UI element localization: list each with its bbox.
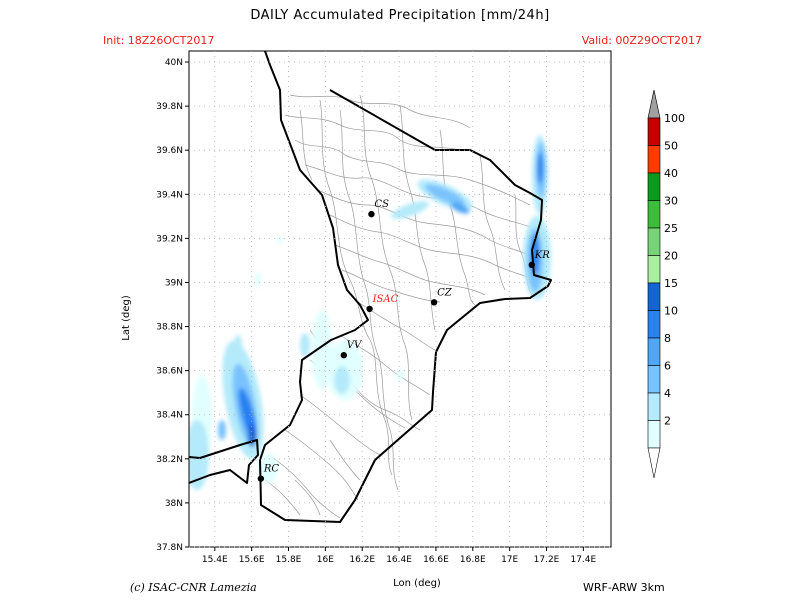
y-tick-label: 38.8N: [156, 323, 183, 333]
y-tick-label: 37.8N: [156, 543, 183, 553]
x-tick-label: 15.6E: [239, 555, 265, 565]
legend-swatch: [647, 172, 661, 201]
y-tick-label: 38.6N: [156, 367, 183, 377]
init-time-label: Init: 18Z26OCT2017: [103, 34, 215, 47]
y-tick-label: 39.2N: [156, 234, 183, 244]
legend-label: 15: [664, 277, 678, 290]
legend-label: 40: [664, 167, 678, 180]
valid-time-label: Valid: 00Z29OCT2017: [581, 34, 702, 47]
legend-swatch: [647, 282, 661, 311]
city-marker-vv: [340, 352, 347, 359]
legend-top-arrow: [647, 89, 661, 119]
y-tick-label: 38N: [165, 499, 183, 509]
x-tick-label: 16.6E: [423, 555, 449, 565]
axis-ticks: 15.4E 15.6E 15.8E 16E 16.2E 16.4E 16.6E 16.8E 17…: [156, 58, 596, 565]
legend-swatch: [647, 145, 661, 174]
legend-label: 20: [664, 250, 678, 263]
x-tick-label: 17.2E: [534, 555, 560, 565]
x-tick-label: 17E: [501, 555, 518, 565]
x-tick-label: 15.8E: [276, 555, 302, 565]
legend-swatch: [647, 337, 661, 366]
y-axis-label: Lat (deg): [121, 295, 132, 341]
legend-bottom-arrow: [647, 447, 661, 479]
legend-label: 6: [664, 360, 671, 373]
y-tick-label: 39N: [165, 278, 183, 288]
legend-swatch: [647, 392, 661, 421]
plot-title: DAILY Accumulated Precipitation [mm/24h]: [250, 8, 550, 23]
x-tick-label: 16E: [317, 555, 334, 565]
y-tick-label: 39.8N: [156, 102, 183, 112]
precipitation-field: [189, 135, 551, 490]
legend-swatch: [647, 420, 661, 449]
city-label-vv: VV: [347, 340, 363, 351]
city-marker-cs: [368, 210, 375, 218]
city-label-cs: CS: [374, 199, 389, 210]
credit-text: (c) ISAC-CNR Lamezia: [130, 581, 257, 594]
legend-label: 2: [664, 415, 671, 428]
city-marker-kr: [528, 261, 535, 269]
y-tick-label: 38.2N: [156, 455, 183, 465]
legend-label: 30: [664, 195, 678, 208]
land-area: [189, 51, 611, 522]
city-label-cz: CZ: [437, 287, 453, 298]
city-marker-cz: [430, 299, 438, 306]
legend-swatch: [647, 310, 661, 339]
y-tick-label: 39.6N: [156, 146, 183, 156]
legend-label: 100: [664, 112, 685, 125]
y-tick-label: 39.4N: [156, 190, 183, 200]
legend-swatch: [647, 117, 661, 146]
legend-label: 8: [664, 332, 671, 345]
city-label-kr: KR: [534, 250, 550, 261]
x-tick-label: 16.8E: [460, 555, 486, 565]
legend-swatch: [647, 227, 661, 256]
legend-label: 4: [664, 387, 671, 400]
city-marker-isac: [366, 305, 373, 313]
legend-label: 10: [664, 305, 678, 318]
coastline: [189, 51, 552, 523]
legend-swatch: [647, 200, 661, 229]
color-legend: 100 50 40 30 25 20 15 10 8 6 4 2: [647, 89, 685, 479]
legend-label: 50: [664, 140, 678, 153]
legend-label: 25: [664, 222, 678, 235]
city-label-rc: RC: [263, 464, 280, 475]
grid-lines: [189, 51, 611, 548]
x-tick-label: 16.4E: [386, 555, 412, 565]
city-markers: CS ISAC CZ KR VV RC: [257, 199, 550, 482]
x-tick-label: 15.4E: [202, 555, 228, 565]
legend-swatch: [647, 255, 661, 284]
x-tick-label: 16.2E: [349, 555, 375, 565]
city-marker-rc: [257, 475, 265, 482]
model-label: WRF-ARW 3km: [583, 581, 665, 594]
city-label-isac: ISAC: [372, 294, 399, 305]
y-tick-label: 38.4N: [156, 411, 183, 421]
x-axis-label: Lon (deg): [393, 578, 441, 589]
x-tick-label: 17.4E: [570, 555, 596, 565]
y-tick-label: 40N: [165, 58, 183, 68]
legend-swatch: [647, 365, 661, 394]
